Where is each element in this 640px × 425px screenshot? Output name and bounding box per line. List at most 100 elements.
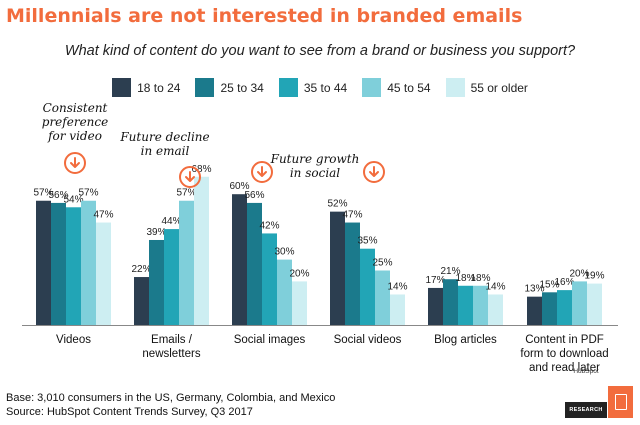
page-title: Millennials are not interested in brande… [6,5,523,27]
bar [179,200,194,325]
legend-item-35-44: 35 to 44 [278,78,348,97]
bar [232,194,247,325]
bar [443,279,458,325]
down-arrow-icon [369,166,379,177]
legend-swatch [362,78,382,97]
category-label: Blog articles [434,334,497,346]
bar [428,287,443,325]
down-arrow-icon [179,166,201,188]
data-label: 57% [176,188,196,199]
data-label: 60% [229,181,249,192]
down-arrow-icon [363,161,385,183]
legend-label: 18 to 24 [137,80,181,95]
legend-swatch [112,78,132,97]
category-label: Emails / newsletters [142,334,200,360]
data-label: 56% [48,190,68,201]
data-label: 57% [33,188,53,199]
data-label: 19% [584,271,604,282]
legend: 18 to 24 25 to 34 35 to 44 45 to 54 55 o… [0,78,640,97]
legend-swatch [195,78,215,97]
annotation-text: Future decline in email [119,130,209,158]
data-label: 21% [440,266,460,277]
bar [194,176,209,325]
data-label: 18% [470,273,490,284]
bar [51,202,66,325]
bar [458,285,473,325]
data-label: 30% [274,247,294,258]
data-label: 18% [455,273,475,284]
bar [66,207,81,325]
footer-base: Base: 3,010 consumers in the US, Germany… [6,392,336,404]
bar [375,270,390,325]
annotation-text: Future growth in social [270,152,360,180]
down-arrow-icon [70,157,80,168]
data-label: 68% [191,164,211,175]
data-label: 15% [539,279,559,290]
bar [360,248,375,325]
footer-source: Source: HubSpot Content Trends Survey, Q… [6,406,253,418]
bar [292,281,307,325]
bar [149,239,164,325]
data-label: 14% [485,281,505,292]
legend-item-55-older: 55 or older [445,78,528,97]
brand-logo: HubSpot [573,368,599,375]
data-label: 22% [131,264,151,275]
brand-research-badge: RESEARCH [565,402,607,418]
legend-item-45-54: 45 to 54 [362,78,431,97]
down-arrow-icon [64,152,86,174]
footer: Base: 3,010 consumers in the US, Germany… [6,391,335,419]
data-label: 56% [244,190,264,201]
legend-swatch [278,78,298,97]
bar [81,200,96,325]
category-label: Videos [56,334,91,346]
legend-label: 25 to 34 [220,80,264,95]
data-label: 54% [63,194,83,205]
bar [345,222,360,325]
bar [96,222,111,325]
down-arrow-icon [185,171,195,182]
data-label: 44% [161,216,181,227]
data-label: 42% [259,220,279,231]
data-label: 25% [372,258,392,269]
data-label: 16% [554,277,574,288]
bar [247,202,262,325]
annotation-text: Consistent preference for video [42,101,108,143]
bar [164,229,179,325]
bar [262,233,277,325]
data-label: 14% [387,281,407,292]
bar [542,292,557,325]
data-label: 17% [425,275,445,286]
data-label: 47% [342,210,362,221]
category-label: Social videos [334,334,402,346]
legend-item-25-34: 25 to 34 [195,78,264,97]
legend-label: 45 to 54 [387,80,431,95]
chart-subtitle: What kind of content do you want to see … [64,43,576,59]
bar [557,290,572,325]
bar [36,200,51,325]
bar [134,277,149,325]
legend-swatch [445,78,465,97]
category-label: Social images [234,334,306,346]
data-label: 13% [524,284,544,295]
data-label: 52% [327,199,347,210]
bar [277,259,292,325]
category-label: Content in PDF form to download and read l… [520,334,608,374]
data-label: 35% [357,236,377,247]
data-label: 39% [146,227,166,238]
bar [390,294,405,325]
bar [330,211,345,325]
down-arrow-icon [251,161,273,183]
data-label: 47% [93,210,113,221]
legend-label: 35 to 44 [303,80,348,95]
bar [587,283,602,325]
data-label: 20% [289,268,309,279]
data-label: 57% [78,188,98,199]
bar [488,294,503,325]
bar [572,281,587,325]
legend-item-18-24: 18 to 24 [112,78,180,97]
down-arrow-icon [257,166,267,177]
bar [473,285,488,325]
document-icon [608,386,633,418]
data-label: 20% [569,268,589,279]
